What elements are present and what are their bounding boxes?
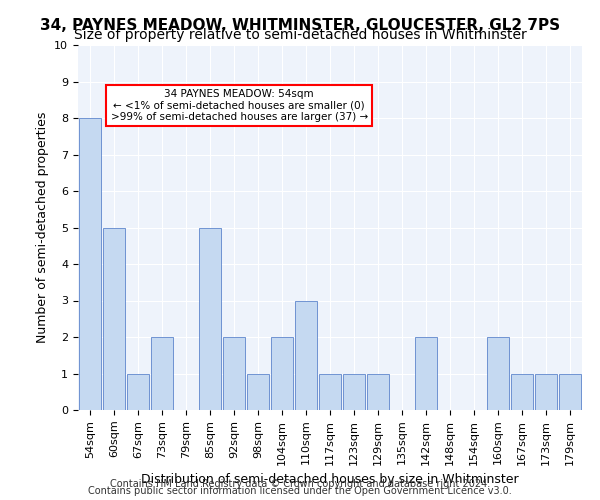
Text: 34 PAYNES MEADOW: 54sqm
← <1% of semi-detached houses are smaller (0)
>99% of se: 34 PAYNES MEADOW: 54sqm ← <1% of semi-de… bbox=[110, 89, 368, 122]
Bar bbox=[367, 374, 389, 410]
Bar bbox=[247, 374, 269, 410]
Bar bbox=[199, 228, 221, 410]
Text: Contains public sector information licensed under the Open Government Licence v3: Contains public sector information licen… bbox=[88, 486, 512, 496]
Bar bbox=[127, 374, 149, 410]
Y-axis label: Number of semi-detached properties: Number of semi-detached properties bbox=[36, 112, 49, 343]
X-axis label: Distribution of semi-detached houses by size in Whitminster: Distribution of semi-detached houses by … bbox=[141, 473, 519, 486]
Bar bbox=[223, 337, 245, 410]
Bar bbox=[79, 118, 101, 410]
Bar bbox=[511, 374, 533, 410]
Text: Contains HM Land Registry data © Crown copyright and database right 2024.: Contains HM Land Registry data © Crown c… bbox=[110, 479, 490, 489]
Bar bbox=[151, 337, 173, 410]
Bar bbox=[295, 300, 317, 410]
Bar bbox=[271, 337, 293, 410]
Text: 34, PAYNES MEADOW, WHITMINSTER, GLOUCESTER, GL2 7PS: 34, PAYNES MEADOW, WHITMINSTER, GLOUCEST… bbox=[40, 18, 560, 32]
Bar bbox=[103, 228, 125, 410]
Bar bbox=[559, 374, 581, 410]
Bar bbox=[415, 337, 437, 410]
Text: Size of property relative to semi-detached houses in Whitminster: Size of property relative to semi-detach… bbox=[74, 28, 526, 42]
Bar bbox=[343, 374, 365, 410]
Bar bbox=[487, 337, 509, 410]
Bar bbox=[535, 374, 557, 410]
Bar bbox=[319, 374, 341, 410]
